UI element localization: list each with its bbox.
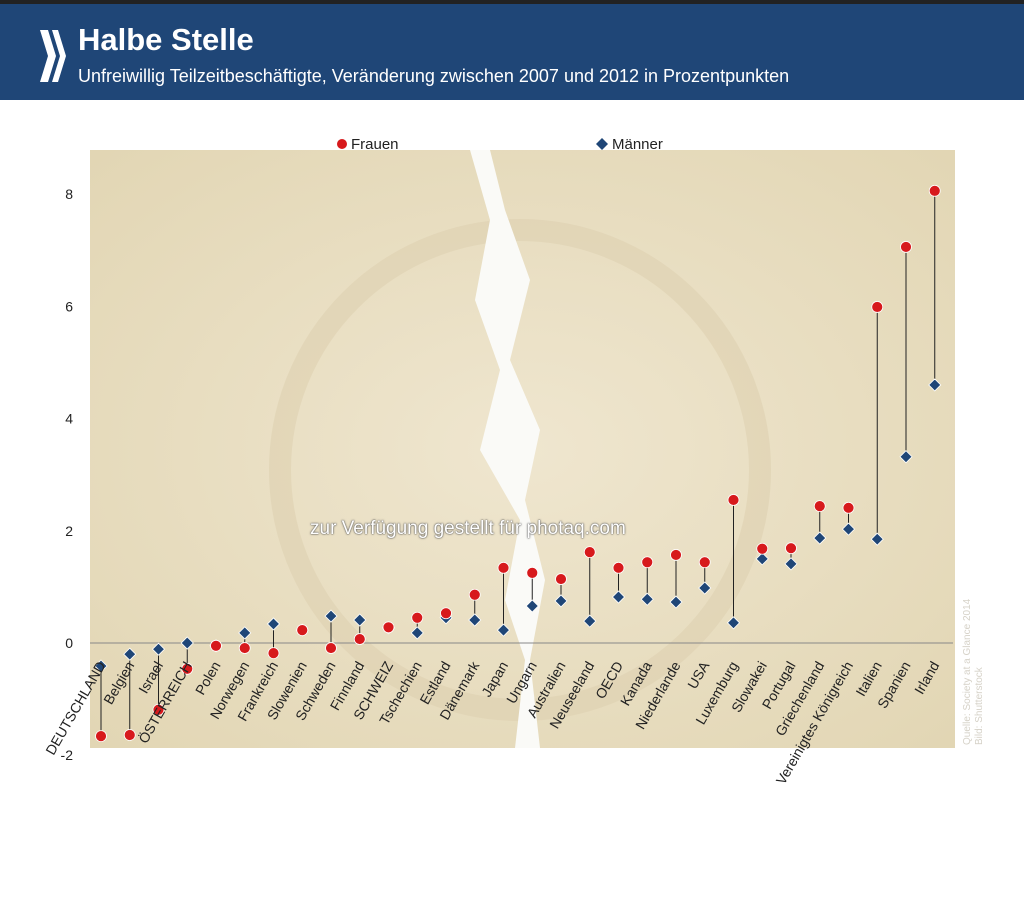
women-marker: [670, 549, 682, 561]
men-marker: [180, 636, 194, 650]
header: Halbe Stelle Unfreiwillig Teilzeitbeschä…: [0, 4, 1024, 100]
women-marker: [95, 730, 107, 743]
legend-women-marker: [336, 138, 348, 150]
women-marker: [698, 556, 711, 569]
women-marker: [353, 633, 366, 645]
women-marker: [641, 556, 654, 569]
watermark-text: zur Verfügung gestellt für photaq.com: [310, 518, 626, 539]
top-border: [0, 0, 1024, 4]
men-marker: [94, 659, 108, 673]
women-marker: [612, 561, 625, 574]
men-marker: [841, 522, 856, 536]
y-tick-label: -2: [61, 747, 74, 763]
y-tick-label: 4: [65, 411, 73, 427]
women-marker: [123, 729, 136, 741]
oecd-chevron-logo: [40, 30, 66, 82]
women-marker: [813, 500, 826, 513]
men-marker: [755, 552, 769, 566]
paper-tear: [470, 150, 545, 748]
y-tick-label: 8: [65, 186, 73, 202]
women-marker: [296, 624, 309, 636]
men-marker: [669, 595, 683, 609]
y-tick-label: 2: [65, 523, 73, 539]
chart: -202468DEUTSCHLANDBelgienIsraelÖSTERREIC…: [42, 136, 955, 787]
women-marker: [785, 542, 797, 555]
women-marker: [900, 241, 912, 253]
legend-women-label: Frauen: [351, 136, 399, 153]
source-line: Quelle: Society at a Glance 2014: [962, 598, 973, 745]
men-marker: [353, 613, 367, 627]
chart-title: Halbe Stelle: [78, 22, 254, 57]
men-marker: [410, 626, 424, 640]
legend-men-label: Männer: [612, 136, 663, 153]
women-marker: [555, 573, 567, 585]
women-marker: [468, 588, 481, 601]
source-note: Quelle: Society at a Glance 2014 Bild: S…: [962, 599, 986, 745]
chart-subtitle: Unfreiwillig Teilzeitbeschäftigte, Verän…: [78, 66, 790, 86]
women-marker: [583, 546, 596, 559]
women-marker: [152, 703, 165, 716]
women-marker: [756, 542, 769, 555]
men-marker: [928, 378, 942, 392]
men-marker: [583, 614, 597, 628]
men-marker: [726, 616, 741, 630]
men-marker: [238, 626, 252, 640]
women-marker: [440, 607, 452, 620]
men-marker: [611, 590, 626, 604]
men-marker: [468, 613, 482, 627]
men-marker: [640, 592, 654, 606]
women-marker: [382, 621, 395, 634]
credit-line: Bild: Shutterstock: [974, 667, 985, 745]
men-marker: [899, 450, 913, 464]
legend-men-marker: [596, 138, 608, 150]
men-marker: [123, 647, 137, 661]
men-marker: [525, 599, 539, 613]
men-marker: [698, 581, 712, 595]
men-marker: [870, 532, 884, 546]
men-marker: [151, 642, 166, 656]
men-marker: [496, 623, 511, 637]
y-tick-label: 6: [65, 298, 73, 314]
women-marker: [411, 611, 424, 624]
women-marker: [871, 301, 884, 313]
men-marker: [813, 531, 827, 545]
men-marker: [324, 609, 338, 623]
women-marker: [238, 642, 251, 654]
men-marker: [266, 617, 281, 631]
women-marker: [526, 566, 539, 579]
women-marker: [727, 494, 740, 506]
women-marker: [210, 639, 222, 652]
men-marker: [554, 594, 568, 608]
y-tick-label: 0: [65, 635, 73, 651]
women-marker: [267, 647, 280, 659]
women-marker: [842, 501, 855, 514]
men-marker: [784, 557, 798, 571]
women-marker: [325, 642, 337, 654]
women-marker: [497, 561, 510, 574]
women-marker: [928, 184, 941, 197]
women-marker: [181, 662, 194, 675]
